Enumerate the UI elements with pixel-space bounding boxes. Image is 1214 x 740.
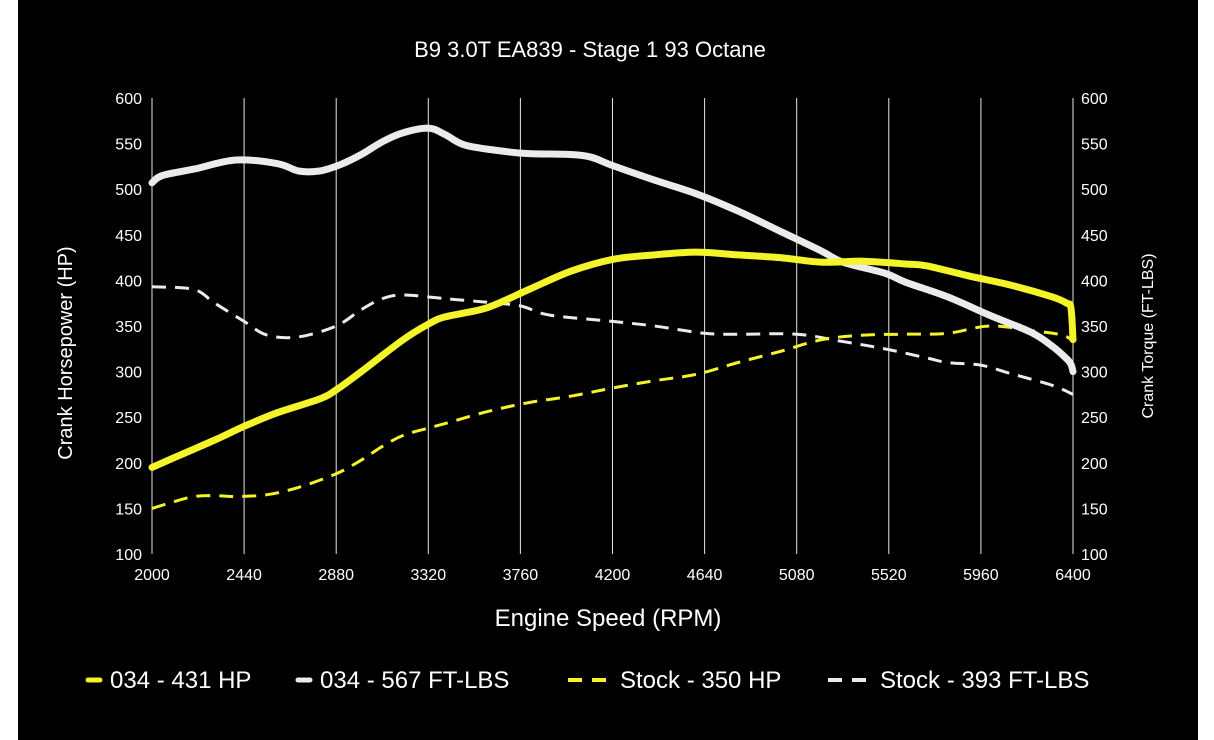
legend-label: 034 - 567 FT-LBS <box>320 667 509 694</box>
legend-label: Stock - 393 FT-LBS <box>880 667 1089 694</box>
y2-tick-label: 250 <box>1081 410 1108 427</box>
legend: 034 - 431 HP 034 - 567 FT-LBS Stock - 350 … <box>85 667 1089 694</box>
y-tick-label: 500 <box>115 182 142 199</box>
x-tick-label: 6400 <box>1055 567 1091 584</box>
y-tick-label: 550 <box>115 137 142 154</box>
y2-axis-ticks: 100 150 200 250 300 350 400 450 500 550 600 <box>1081 91 1108 564</box>
y2-tick-label: 600 <box>1081 91 1108 108</box>
y2-tick-label: 450 <box>1081 228 1108 245</box>
series-line-4 <box>151 285 1074 396</box>
dyno-chart: B9 3.0T EA839 - Stage 1 93 Octane 2000 24… <box>55 37 1157 694</box>
x-axis-ticks: 2000 2440 2880 3320 3760 4200 4640 5080 5520 5960… <box>134 567 1091 584</box>
x-tick-label: 2000 <box>134 567 170 584</box>
grid-lines <box>151 98 1074 554</box>
x-tick-label: 5960 <box>963 567 999 584</box>
y-axis-label: Crank Horsepower (HP) <box>55 246 77 459</box>
y-tick-label: 450 <box>115 228 142 245</box>
y-tick-label: 350 <box>115 319 142 336</box>
x-tick-label: 5520 <box>871 567 907 584</box>
y-tick-label: 300 <box>115 365 142 382</box>
legend-label: 034 - 431 HP <box>110 667 251 694</box>
series-line-2 <box>148 124 1077 376</box>
y-tick-label: 150 <box>115 501 142 518</box>
y2-tick-label: 200 <box>1081 456 1108 473</box>
series-line-1 <box>148 248 1077 471</box>
y-tick-label: 100 <box>115 547 142 564</box>
y-tick-label: 400 <box>115 273 142 290</box>
chart-title: B9 3.0T EA839 - Stage 1 93 Octane <box>414 37 766 62</box>
x-tick-label: 2880 <box>318 567 354 584</box>
y2-tick-label: 400 <box>1081 273 1108 290</box>
x-tick-label: 3760 <box>503 567 539 584</box>
x-tick-label: 3320 <box>411 567 447 584</box>
series-line-3 <box>151 324 1074 510</box>
y2-tick-label: 500 <box>1081 182 1108 199</box>
y2-tick-label: 300 <box>1081 365 1108 382</box>
y2-tick-label: 550 <box>1081 137 1108 154</box>
y2-tick-label: 350 <box>1081 319 1108 336</box>
y-tick-label: 200 <box>115 456 142 473</box>
y-axis-ticks: 100 150 200 250 300 350 400 450 500 550 600 <box>115 91 142 564</box>
y-tick-label: 250 <box>115 410 142 427</box>
y2-axis-label: Crank Torque (FT-LBS) <box>1140 253 1157 418</box>
x-tick-label: 2440 <box>226 567 262 584</box>
legend-label: Stock - 350 HP <box>620 667 781 694</box>
x-tick-label: 4200 <box>595 567 631 584</box>
x-tick-label: 4640 <box>687 567 723 584</box>
chart-panel: B9 3.0T EA839 - Stage 1 93 Octane 2000 24… <box>18 0 1198 740</box>
x-tick-label: 5080 <box>779 567 815 584</box>
series-lines <box>148 124 1077 510</box>
y2-tick-label: 150 <box>1081 501 1108 518</box>
x-axis-label: Engine Speed (RPM) <box>495 605 722 632</box>
y2-tick-label: 100 <box>1081 547 1108 564</box>
y-tick-label: 600 <box>115 91 142 108</box>
